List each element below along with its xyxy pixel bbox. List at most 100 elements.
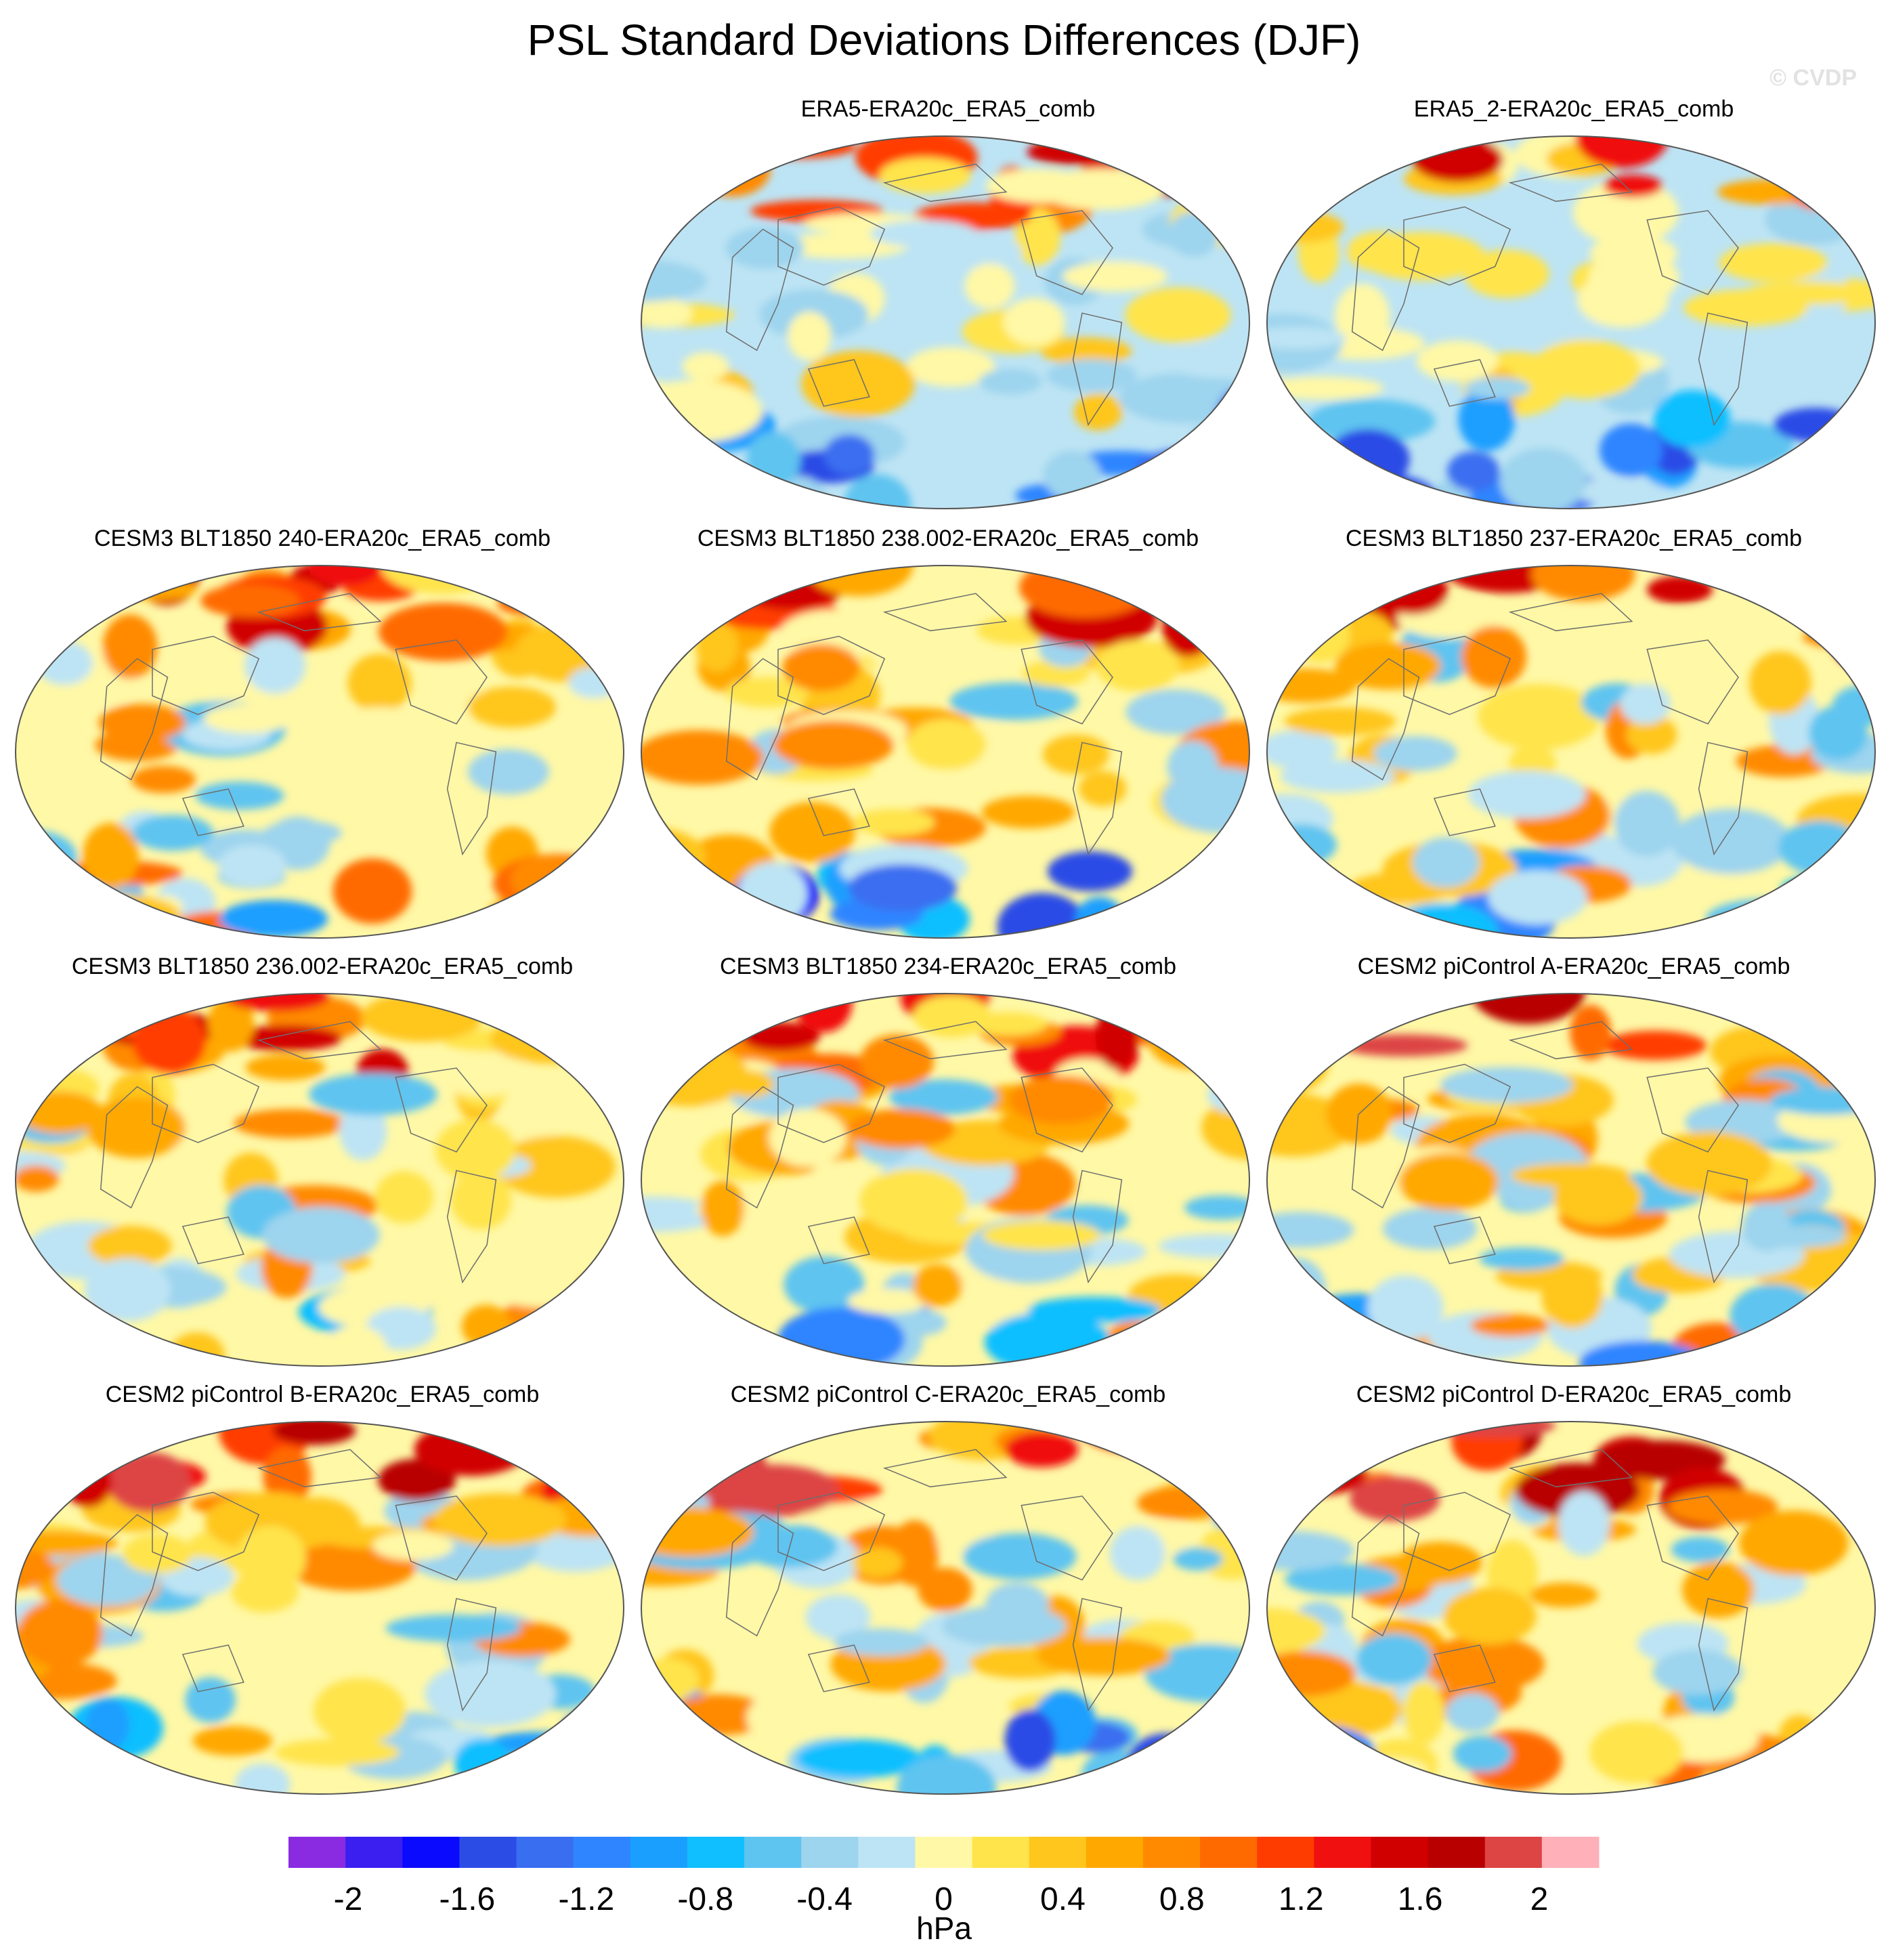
field-anomaly-blob [641, 435, 701, 496]
coastline [882, 593, 1008, 632]
field-anomaly-blob [1003, 297, 1065, 346]
panel-title: CESM2 piControl C-ERA20c_ERA5_comb [730, 1382, 1166, 1407]
coastline [1646, 1067, 1739, 1153]
coastline [257, 593, 382, 632]
colorbar-swatch [1257, 1837, 1314, 1868]
field-anomaly-blob [1144, 1426, 1190, 1469]
field-anomaly-blob [1479, 1247, 1564, 1271]
field-anomaly-blob [1130, 136, 1208, 183]
field-anomaly-blob [1416, 340, 1499, 381]
field-anomaly-blob [262, 1207, 380, 1263]
field-anomaly-blob [1267, 146, 1346, 186]
field-anomaly-blob [16, 1324, 66, 1364]
field-anomaly-blob [1447, 451, 1500, 492]
field-anomaly-blob [1824, 870, 1875, 910]
coastline [725, 228, 794, 351]
colorbar-swatch [801, 1837, 859, 1868]
field-anomaly-blob [118, 578, 197, 600]
field-anomaly-blob [1602, 1030, 1707, 1061]
coastline [807, 788, 870, 836]
coastline [1403, 1063, 1511, 1143]
map-panel: CESM3 BLT1850 238.002-ERA20c_ERA5_comb [637, 526, 1260, 959]
field-anomaly-blob [121, 994, 181, 1019]
colorbar-units: hPa [916, 1911, 972, 1946]
field-anomaly-blob [788, 312, 832, 361]
colorbar-swatch [744, 1837, 802, 1868]
coastline [1072, 312, 1123, 427]
panel-title: CESM3 BLT1850 240-ERA20c_ERA5_comb [93, 526, 551, 551]
field-anomaly-blob [1004, 1709, 1056, 1772]
coastline [1351, 658, 1420, 781]
coastline [100, 658, 169, 781]
field-anomaly-blob [1467, 771, 1586, 819]
field-anomaly-blob [1809, 1737, 1862, 1768]
coastline [395, 639, 488, 725]
field-anomaly-blob [641, 1422, 725, 1458]
map-panel: CESM3 BLT1850 234-ERA20c_ERA5_comb [637, 954, 1260, 1387]
field-anomaly-blob [879, 157, 971, 194]
field-anomaly-blob [454, 1739, 511, 1787]
map-border [1266, 993, 1876, 1367]
field-anomaly-blob [726, 566, 781, 598]
field-anomaly-blob [853, 809, 935, 836]
global-map [1266, 565, 1876, 939]
field-anomaly-blob [1267, 406, 1297, 438]
map-panel: ERA5_2-ERA20c_ERA5_comb [1262, 96, 1885, 530]
field-anomaly-blob [1280, 994, 1393, 1028]
colorbar-swatch [1086, 1837, 1144, 1868]
panel-title: ERA5-ERA20c_ERA5_comb [800, 96, 1096, 122]
map-panel: ERA5-ERA20c_ERA5_comb [637, 96, 1260, 530]
coastline [1021, 210, 1113, 295]
field-anomaly-blob [235, 1525, 306, 1591]
field-anomaly-blob [1614, 790, 1680, 857]
field-anomaly-blob [347, 654, 412, 713]
coastline [395, 1495, 488, 1581]
field-anomaly-blob [1267, 376, 1384, 400]
field-anomaly-blob [1183, 566, 1249, 595]
coastline [1433, 1216, 1496, 1264]
coastline [1508, 1021, 1633, 1060]
coastline [152, 635, 260, 715]
field-anomaly-blob [1412, 137, 1503, 182]
field-anomaly-blob [332, 858, 412, 924]
field-anomaly-blob [1652, 1649, 1743, 1695]
field-anomaly-blob [1095, 1003, 1139, 1069]
field-anomaly-blob [1720, 348, 1764, 402]
field-anomaly-blob [435, 1119, 516, 1180]
field-anomaly-blob [517, 1017, 609, 1048]
field-anomaly-blob [1398, 1152, 1499, 1211]
coastline [1433, 788, 1496, 836]
field-anomaly-blob [36, 641, 93, 685]
field-anomaly-blob [1719, 242, 1828, 282]
field-anomaly-blob [979, 368, 1042, 395]
field-anomaly-blob [1014, 209, 1061, 266]
field-anomaly-blob [378, 603, 508, 661]
field-anomaly-blob [1267, 889, 1302, 922]
field-anomaly-blob [1784, 136, 1875, 157]
map-panel: CESM3 BLT1850 240-ERA20c_ERA5_comb [11, 526, 634, 959]
field-anomaly-blob [746, 1695, 806, 1741]
field-anomaly-blob [1267, 494, 1331, 509]
map-border [15, 1421, 624, 1795]
field-anomaly-blob [16, 889, 45, 915]
coastline [1403, 635, 1511, 715]
coastline [807, 359, 870, 407]
field-anomaly-blob [1816, 431, 1875, 480]
field-anomaly-blob [1063, 261, 1168, 292]
field-anomaly-blob [641, 1425, 708, 1487]
field-anomaly-blob [425, 1661, 557, 1728]
field-anomaly-blob [512, 1323, 603, 1366]
field-anomaly-blob [1778, 1715, 1821, 1762]
field-anomaly-blob [232, 1025, 343, 1052]
colorbar-swatch [1428, 1837, 1486, 1868]
coastline [1072, 1598, 1123, 1712]
map-border [1266, 135, 1876, 509]
field-anomaly-blob [1681, 1561, 1755, 1619]
field-anomaly-blob [339, 1101, 387, 1161]
field-anomaly-blob [192, 1726, 273, 1756]
coastline [395, 1067, 488, 1153]
field-anomaly-blob [969, 1012, 1048, 1036]
field-anomaly-blob [918, 1567, 972, 1612]
field-anomaly-blob [1739, 1510, 1849, 1576]
field-anomaly-blob [1125, 689, 1226, 735]
